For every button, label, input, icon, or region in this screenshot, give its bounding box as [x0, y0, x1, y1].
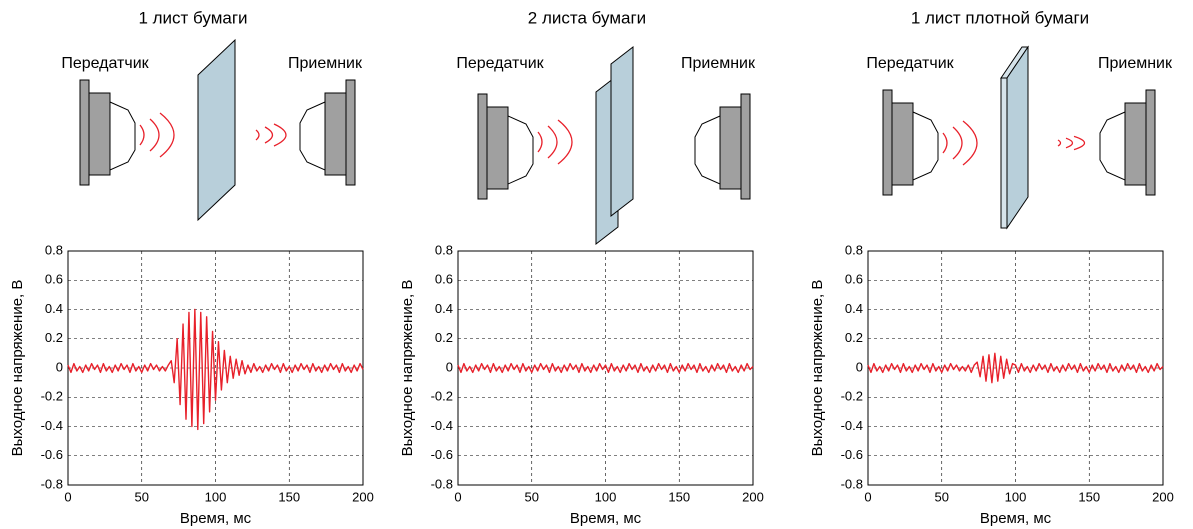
- paper-sheet: [198, 40, 235, 220]
- y-tick-label: 0.6: [845, 272, 863, 287]
- paper-sheet: [611, 47, 633, 216]
- y-tick-label: 0.4: [435, 301, 453, 316]
- receiver-body: [1125, 103, 1146, 185]
- x-tick-label: 0: [64, 489, 71, 504]
- y-tick-label: -0.6: [41, 447, 63, 462]
- x-tick-label: 200: [742, 489, 764, 504]
- x-tick-label: 100: [595, 489, 617, 504]
- transmitter-body: [487, 107, 508, 189]
- sound-wave: [558, 120, 572, 164]
- y-tick-label: 0.6: [45, 272, 63, 287]
- y-tick-label: 0.8: [435, 242, 453, 257]
- paper-sheet-side: [1001, 78, 1007, 228]
- sound-wave: [1058, 140, 1061, 146]
- x-tick-label: 0: [864, 489, 871, 504]
- receiver-cone: [695, 116, 720, 184]
- y-tick-label: -0.4: [431, 418, 453, 433]
- sound-wave: [1066, 138, 1073, 148]
- receiver-label: Приемник: [288, 55, 363, 72]
- y-tick-label: 0: [856, 359, 863, 374]
- y-tick-label: -0.4: [841, 418, 863, 433]
- y-tick-label: 0.2: [435, 330, 453, 345]
- sound-wave: [538, 132, 542, 152]
- transmitter-plate: [478, 94, 487, 199]
- transmitter-cone: [913, 112, 938, 180]
- x-axis-label: Время, мс: [570, 510, 642, 527]
- y-tick-label: -0.8: [41, 476, 63, 491]
- y-tick-label: -0.2: [41, 389, 63, 404]
- transmitter-plate: [80, 80, 89, 185]
- panel-title: 1 лист плотной бумаги: [911, 8, 1089, 27]
- sound-wave: [943, 133, 947, 153]
- sound-wave: [548, 126, 557, 158]
- y-tick-label: -0.2: [431, 389, 453, 404]
- sound-wave: [1074, 136, 1085, 149]
- y-axis-label: Выходное напряжение, В: [399, 280, 416, 457]
- x-tick-label: 200: [352, 489, 374, 504]
- y-tick-label: 0: [446, 359, 453, 374]
- y-tick-label: 0.4: [845, 301, 863, 316]
- x-axis-label: Время, мс: [980, 510, 1052, 527]
- y-tick-label: 0.4: [45, 301, 63, 316]
- transmitter-body: [892, 103, 913, 185]
- x-tick-label: 50: [135, 489, 149, 504]
- y-tick-label: 0.6: [435, 272, 453, 287]
- transmitter-label: Передатчик: [456, 55, 544, 72]
- x-tick-label: 100: [205, 489, 227, 504]
- y-tick-label: -0.6: [431, 447, 453, 462]
- x-tick-label: 50: [525, 489, 539, 504]
- x-tick-label: 150: [278, 489, 300, 504]
- receiver-body: [325, 93, 346, 175]
- sound-wave: [953, 127, 962, 159]
- y-tick-label: -0.2: [841, 389, 863, 404]
- receiver-cone: [1100, 112, 1125, 180]
- receiver-body: [720, 107, 741, 189]
- transmitter-label: Передатчик: [866, 55, 954, 72]
- receiver-plate: [346, 80, 355, 185]
- transmitter-cone: [110, 102, 135, 170]
- transmitter-label: Передатчик: [61, 55, 149, 72]
- receiver-label: Приемник: [681, 55, 756, 72]
- y-tick-label: -0.8: [841, 476, 863, 491]
- x-tick-label: 200: [1152, 489, 1174, 504]
- sound-wave: [963, 121, 977, 165]
- transmitter-plate: [883, 90, 892, 195]
- y-axis-label: Выходное напряжение, В: [9, 280, 26, 457]
- x-tick-label: 100: [1005, 489, 1027, 504]
- y-tick-label: 0.8: [45, 242, 63, 257]
- y-tick-label: -0.4: [41, 418, 63, 433]
- x-tick-label: 150: [1078, 489, 1100, 504]
- x-tick-label: 50: [935, 489, 949, 504]
- x-tick-label: 150: [668, 489, 690, 504]
- sound-wave: [140, 125, 144, 145]
- y-tick-label: -0.6: [841, 447, 863, 462]
- transmitter-cone: [508, 116, 533, 184]
- receiver-plate: [741, 94, 750, 199]
- y-axis-label: Выходное напряжение, В: [809, 280, 826, 457]
- sound-wave: [150, 119, 159, 151]
- y-tick-label: 0.8: [845, 242, 863, 257]
- sound-wave: [160, 113, 174, 157]
- y-tick-label: 0: [56, 359, 63, 374]
- panel-title: 2 листа бумаги: [528, 8, 646, 27]
- receiver-label: Приемник: [1098, 55, 1173, 72]
- y-tick-label: 0.2: [45, 330, 63, 345]
- x-axis-label: Время, мс: [180, 510, 252, 527]
- x-tick-label: 0: [454, 489, 461, 504]
- y-tick-label: -0.8: [431, 476, 453, 491]
- sound-wave: [256, 130, 259, 140]
- transmitter-body: [89, 93, 110, 175]
- receiver-plate: [1146, 90, 1155, 195]
- panel-title: 1 лист бумаги: [138, 8, 247, 27]
- sound-wave: [274, 124, 286, 146]
- y-tick-label: 0.2: [845, 330, 863, 345]
- receiver-cone: [300, 102, 325, 170]
- paper-sheet: [1007, 47, 1028, 228]
- figure: 1 лист бумаги Передатчик Приемник -0.8 -0.6 -…: [0, 0, 1193, 529]
- sound-wave: [265, 127, 273, 143]
